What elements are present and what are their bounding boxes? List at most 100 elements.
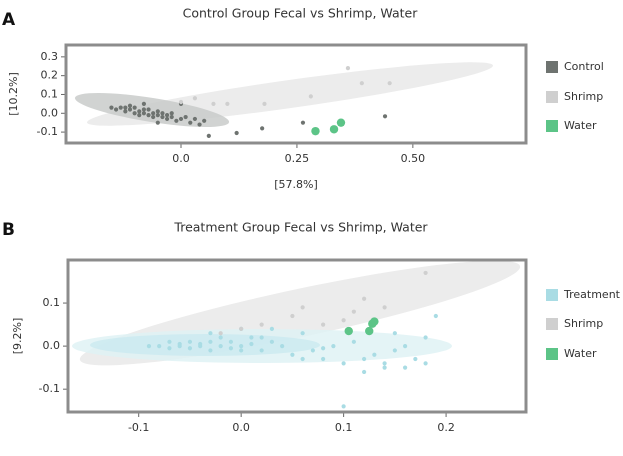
point (208, 348, 213, 353)
legend-label: Control (564, 60, 604, 73)
point (218, 344, 223, 349)
point (351, 339, 356, 344)
point (155, 120, 160, 125)
panel-label: B (2, 220, 15, 240)
point (151, 111, 156, 116)
y-tick-label: 0.0 (41, 106, 59, 119)
ellipses-b (72, 260, 521, 366)
point (382, 361, 387, 366)
x-tick-label: 0.50 (401, 152, 426, 165)
legend-label: Shrimp (564, 317, 603, 330)
point (336, 118, 346, 127)
x-tick-label: 0.2 (437, 421, 455, 434)
legend-swatch (546, 61, 558, 73)
point (137, 109, 142, 114)
y-tick-label: 0.1 (41, 87, 59, 100)
chart-title: Control Group Fecal vs Shrimp, Water (183, 6, 419, 21)
point (433, 313, 438, 319)
point (178, 116, 184, 122)
y-tick-label: 0.1 (43, 296, 61, 309)
point (423, 361, 428, 366)
treatment-ellipse (90, 334, 320, 356)
point (118, 105, 123, 110)
x-tick-label: 0.25 (285, 152, 310, 165)
point (311, 126, 320, 136)
point (164, 116, 170, 122)
point (113, 107, 119, 112)
point (260, 126, 265, 131)
point (187, 339, 193, 344)
point (178, 99, 184, 105)
y-axis-label: [10.2%] (7, 72, 20, 116)
point (167, 339, 172, 344)
point (341, 361, 346, 366)
point (192, 96, 198, 101)
point (321, 346, 326, 351)
point (167, 346, 172, 351)
point (300, 120, 306, 125)
point (146, 344, 152, 349)
point (370, 317, 379, 326)
point (341, 404, 346, 409)
point (262, 101, 267, 106)
point (382, 305, 387, 310)
control-ellipse (74, 92, 230, 128)
point (177, 341, 182, 347)
point (344, 326, 353, 336)
point (259, 322, 264, 327)
point (341, 318, 346, 323)
plot-frame (66, 258, 528, 414)
point (132, 105, 137, 110)
legend-swatch (546, 318, 558, 330)
point (151, 114, 156, 120)
point (321, 356, 326, 362)
point (160, 111, 165, 116)
legend-swatch (546, 289, 558, 301)
point (249, 335, 254, 340)
point (362, 369, 367, 375)
point (290, 313, 295, 319)
point (164, 113, 170, 118)
point (141, 111, 147, 116)
y-axis-label: [9.2%] (11, 318, 24, 355)
point (239, 344, 244, 349)
point (423, 335, 428, 340)
point (123, 105, 128, 110)
point (127, 107, 133, 112)
point (169, 111, 174, 116)
legend-swatch (546, 120, 558, 132)
point (141, 107, 147, 112)
legend-label: Water (564, 347, 597, 360)
y-tick-label: 0.2 (41, 69, 59, 82)
shrimp-ellipse (86, 62, 494, 126)
point (208, 339, 213, 344)
point (290, 352, 295, 357)
point (362, 296, 367, 301)
point (109, 105, 114, 110)
legend-label: Water (564, 119, 597, 132)
y-tick-label: -0.1 (39, 382, 60, 395)
point (280, 344, 285, 349)
point (321, 322, 326, 327)
legend-swatch (546, 348, 558, 360)
legend-swatch (546, 91, 558, 103)
point (183, 114, 188, 120)
point (402, 365, 408, 370)
point (157, 344, 162, 349)
point (362, 356, 367, 362)
point (359, 81, 364, 86)
point (239, 326, 244, 331)
point (382, 365, 387, 370)
point (423, 270, 428, 276)
y-tick-label: 0.3 (41, 50, 59, 63)
point (331, 344, 336, 349)
point (300, 331, 305, 336)
legend-label: Treatment (563, 288, 621, 301)
point (365, 326, 374, 336)
point (269, 326, 274, 331)
point (187, 346, 193, 351)
point (228, 339, 234, 344)
point (192, 116, 198, 122)
point (132, 111, 137, 116)
